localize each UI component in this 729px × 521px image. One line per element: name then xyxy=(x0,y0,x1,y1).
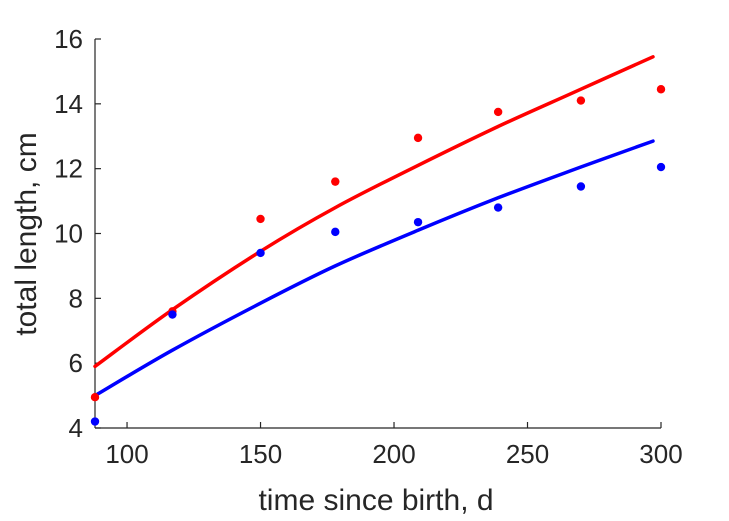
x-tick-label-200: 200 xyxy=(372,439,415,469)
y-tick-label-4: 4 xyxy=(69,413,83,443)
plot-points xyxy=(90,85,666,426)
data-point-red-3 xyxy=(331,177,340,186)
y-tick-label-8: 8 xyxy=(69,283,83,313)
data-point-blue-2 xyxy=(256,248,265,258)
data-point-blue-0 xyxy=(90,417,100,426)
y-tick-label-10: 10 xyxy=(54,219,83,249)
x-axis-label: time since birth, d xyxy=(258,484,493,517)
y-axis-label: total length, cm xyxy=(10,132,43,335)
data-point-blue-1 xyxy=(168,310,177,319)
x-tick-label-300: 300 xyxy=(639,439,682,469)
fit-line-blue xyxy=(93,139,655,398)
axes: 100 150 200 250 300 4 6 8 10 12 14 16 xyxy=(54,24,683,469)
data-point-red-6 xyxy=(576,96,586,105)
y-tick-label-16: 16 xyxy=(54,24,83,54)
y-tick-label-14: 14 xyxy=(54,89,83,119)
y-tick-label-12: 12 xyxy=(54,154,83,184)
data-point-red-0 xyxy=(90,393,100,402)
fit-line-red xyxy=(93,55,655,369)
data-point-red-5 xyxy=(493,107,503,117)
x-tick-label-150: 150 xyxy=(239,439,282,469)
data-point-blue-3 xyxy=(331,227,340,237)
data-point-red-7 xyxy=(656,85,666,94)
x-tick-label-100: 100 xyxy=(105,439,148,469)
data-point-red-2 xyxy=(256,214,265,224)
data-point-blue-5 xyxy=(493,203,503,212)
data-point-blue-4 xyxy=(413,217,423,227)
data-point-blue-6 xyxy=(576,182,586,191)
data-point-red-4 xyxy=(413,133,423,143)
x-tick-label-250: 250 xyxy=(506,439,549,469)
plot-lines xyxy=(93,55,655,398)
y-tick-label-6: 6 xyxy=(69,348,83,378)
data-point-blue-7 xyxy=(656,162,666,172)
